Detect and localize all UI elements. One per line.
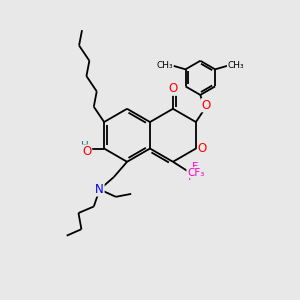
Text: CF₃: CF₃ <box>187 168 204 178</box>
Text: O: O <box>82 145 91 158</box>
Text: O: O <box>168 82 178 95</box>
Text: CH₃: CH₃ <box>157 61 173 70</box>
Text: N: N <box>95 183 104 196</box>
Text: O: O <box>202 99 211 112</box>
Text: O: O <box>198 142 207 155</box>
Text: F: F <box>192 162 198 172</box>
Text: CH₃: CH₃ <box>227 61 244 70</box>
Text: F: F <box>188 172 195 182</box>
Text: H: H <box>81 141 89 151</box>
Text: F: F <box>195 169 202 178</box>
